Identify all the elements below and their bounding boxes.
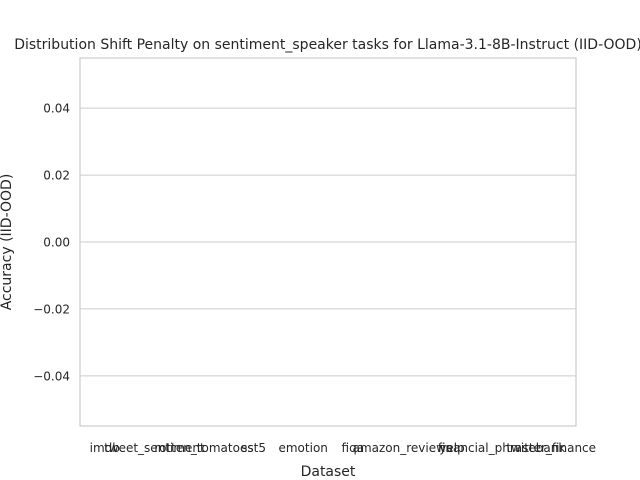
y-tick-label: 0.04 [43,102,70,116]
x-tick-label: emotion [278,441,327,455]
x-tick-label: twitter_finance [506,441,596,455]
gridlines [80,107,576,377]
x-tick-label: amazon_reviews [353,441,453,455]
y-axis-label: Accuracy (IID-OOD) [0,174,15,311]
x-tick-label: yelp [439,441,464,455]
x-tick-label: financial_phrasebank [438,441,565,455]
y-tick-labels: −0.04 −0.02 0.00 0.02 0.04 [33,102,70,384]
x-tick-label: imdb [90,441,120,455]
y-tick-label: 0.02 [43,169,70,183]
x-axis-label: Dataset [301,464,356,480]
plot-frame [79,57,577,427]
chart-title: Distribution Shift Penalty on sentiment_… [14,37,640,53]
x-tick-label: sst5 [241,441,266,455]
y-tick-label: −0.04 [33,369,70,383]
x-tick-label: tweet_sentiment [104,441,205,455]
y-tick-label: 0.00 [43,236,70,250]
x-tick-label: fiqa [342,441,365,455]
y-tick-label: −0.02 [33,302,70,316]
x-tick-label: rotten_tomatoes [154,441,253,455]
